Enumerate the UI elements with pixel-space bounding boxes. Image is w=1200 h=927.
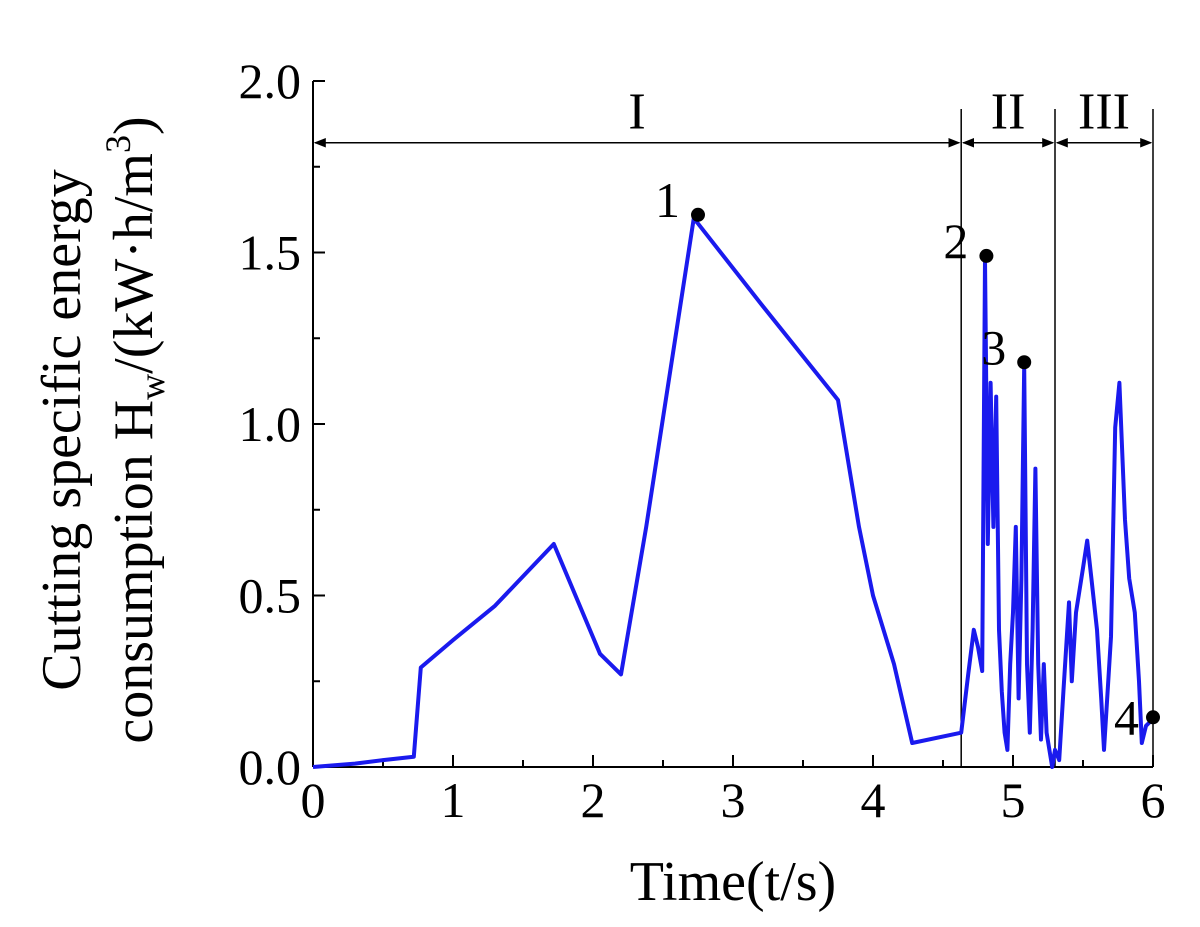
x-tick-label: 0 bbox=[301, 772, 326, 828]
region-markers: I II III bbox=[313, 84, 1154, 767]
annotated-point-label: 4 bbox=[1114, 689, 1139, 745]
svg-text:consumption Hw/(kW·h/m3): consumption Hw/(kW·h/m3) bbox=[98, 116, 172, 743]
x-tick-label: 5 bbox=[1001, 772, 1026, 828]
y-axis-title-prefix: consumption H bbox=[103, 400, 165, 744]
y-axis-title-subscript: w bbox=[132, 374, 172, 400]
x-axis-title: Time(t/s) bbox=[630, 851, 836, 913]
y-tick-label: 0.0 bbox=[239, 739, 302, 795]
region-label: III bbox=[1078, 84, 1130, 141]
annotated-points: 1 23 4 bbox=[655, 172, 1160, 745]
y-axis-ticks: 0.0 0.5 1.0 1.5 2.0 bbox=[239, 53, 325, 795]
svg-text:Cutting specific energy: Cutting specific energy bbox=[31, 169, 93, 691]
x-tick-label: 3 bbox=[721, 772, 746, 828]
x-tick-label: 6 bbox=[1141, 772, 1166, 828]
series-line bbox=[312, 216, 1155, 769]
region-label: I bbox=[628, 84, 645, 141]
annotated-point-marker bbox=[979, 248, 994, 263]
annotated-point-marker bbox=[1146, 710, 1160, 725]
region-label: II bbox=[991, 84, 1026, 141]
y-tick-label: 1.5 bbox=[239, 225, 302, 281]
y-axis-title-line1: Cutting specific energy bbox=[31, 169, 93, 691]
x-axis-ticks: 0 1 2 3 4 5 6 bbox=[301, 755, 1166, 828]
annotated-point-marker bbox=[1017, 355, 1032, 370]
annotated-point-marker bbox=[691, 207, 705, 222]
y-axis-title-close: ) bbox=[103, 116, 165, 135]
y-axis-title: Cutting specific energy consumption Hw/(… bbox=[31, 116, 172, 743]
x-tick-label: 1 bbox=[441, 772, 466, 828]
y-tick-label: 1.0 bbox=[239, 396, 302, 452]
y-tick-label: 0.5 bbox=[239, 568, 302, 624]
annotated-point-label: 3 bbox=[981, 319, 1006, 375]
x-tick-label: 4 bbox=[861, 772, 886, 828]
y-axis-title-units: /(kW·h/m bbox=[103, 153, 165, 374]
y-tick-label: 2.0 bbox=[239, 53, 302, 109]
y-axis-title-superscript: 3 bbox=[98, 135, 138, 153]
annotated-point-label: 1 bbox=[655, 172, 680, 228]
x-tick-label: 2 bbox=[581, 772, 606, 828]
annotated-point-label: 2 bbox=[943, 213, 968, 269]
